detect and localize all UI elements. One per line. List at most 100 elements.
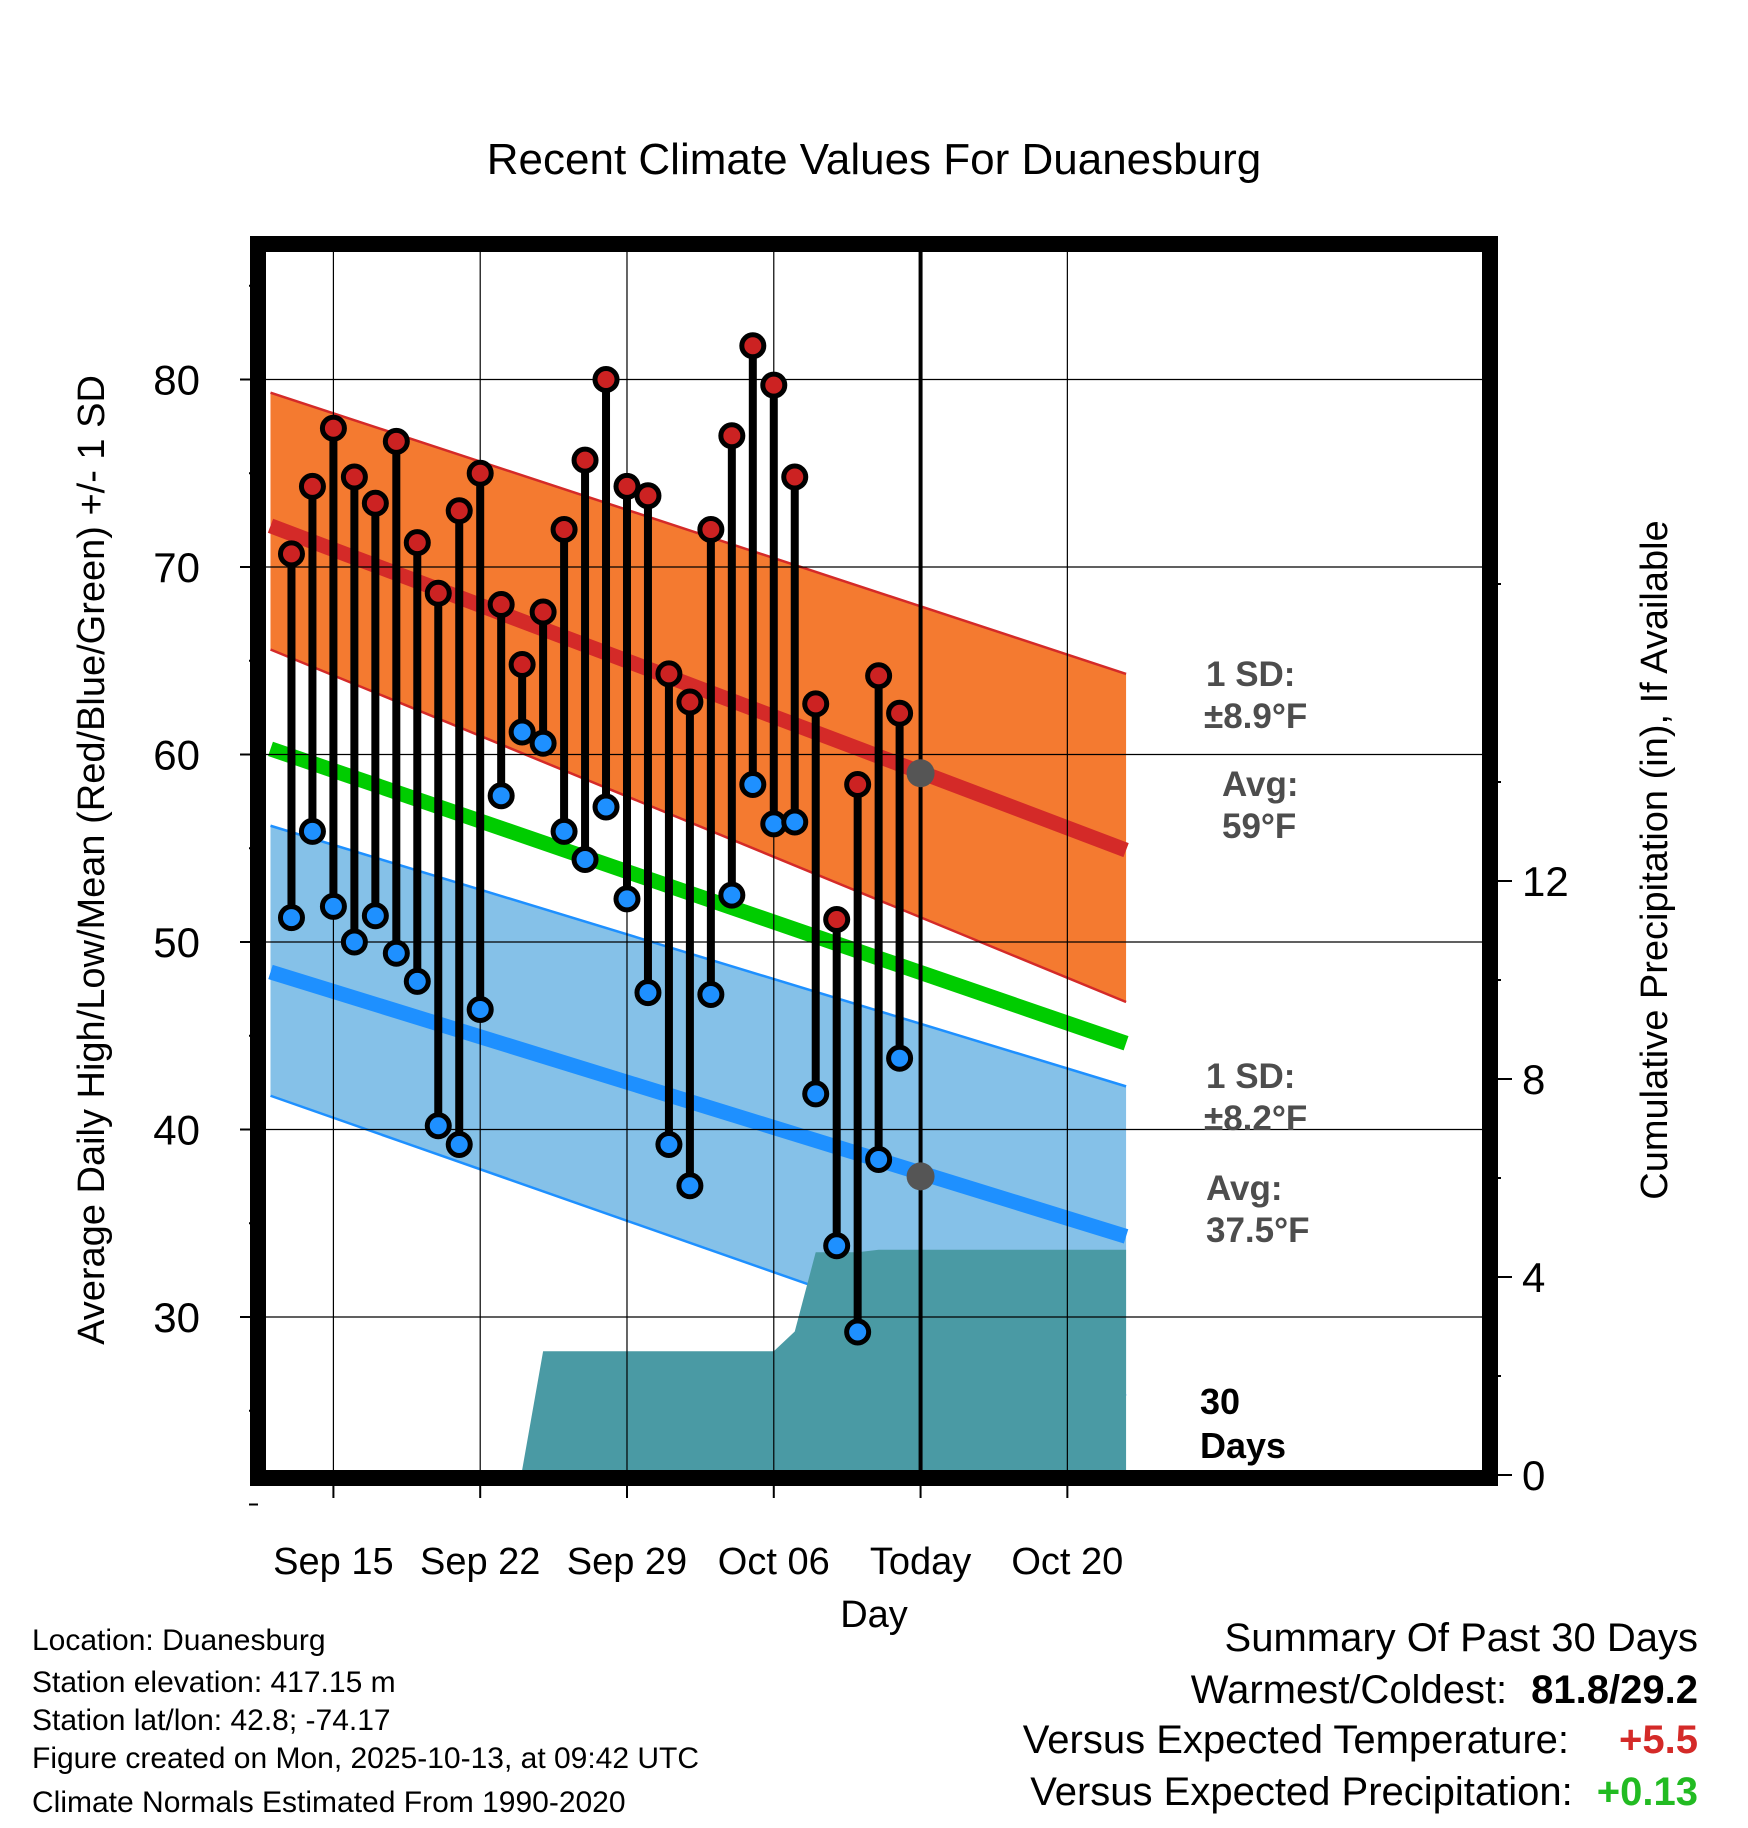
y2-tick-label: 0 [1522,1452,1545,1499]
daily-low-point [802,1080,830,1108]
low-avg-value: 37.5°F [1206,1211,1310,1250]
daily-low-point [424,1112,452,1140]
daily-high-point [592,366,620,393]
low-sd-label: 1 SD: [1206,1057,1295,1096]
y2-tick-label: 12 [1522,858,1569,905]
daily-high-point [550,516,578,543]
daily-high-point [634,482,662,510]
daily-high-point [382,427,410,455]
daily-low-point [571,846,599,873]
daily-low-point [298,817,326,845]
precip-area [511,1249,1127,1471]
daily-low-point [697,981,725,1008]
daily-low-point [550,817,578,845]
daily-low-point [277,904,305,932]
daily-high-point [613,472,641,500]
daily-high-point [445,497,473,525]
x-axis-label: Day [840,1594,908,1636]
daily-low-point [655,1131,683,1158]
summary-warm-cold: Warmest/Coldest: 81.8/29.2 [1191,1668,1698,1713]
daily-high-point [466,459,494,487]
chart-title: Recent Climate Values For Duanesburg [487,135,1261,184]
normals-text: Climate Normals Estimated From 1990-2020 [32,1786,626,1819]
x-tick-label: Today [870,1541,971,1583]
x-tick-label: Sep 15 [273,1541,393,1583]
daily-low-point [739,771,767,798]
daily-low-point [634,979,662,1007]
daily-low-point [676,1172,704,1200]
temperature-marks [277,332,914,1346]
daily-high-point [571,446,599,474]
today-avg-low-point [906,1162,935,1191]
y2-tick-label: 4 [1522,1254,1545,1301]
high-sd-band-lower-edge [270,648,1127,1004]
temp-label: Versus Expected Temperature: [1022,1718,1570,1762]
daily-high-point [781,463,809,491]
plot-frame [250,236,1498,1486]
daily-low-point [508,718,536,746]
daily-high-point [844,771,872,798]
days-count-word: Days [1200,1425,1286,1466]
daily-high-point [319,414,347,442]
daily-high-point [277,540,305,568]
low-avg-label: Avg: [1206,1169,1282,1208]
daily-low-point [529,729,557,757]
daily-high-point [298,472,326,500]
y-tick-label: 80 [153,357,200,404]
y2-tick-label: 8 [1522,1056,1545,1103]
summary-temp: Versus Expected Temperature: +5.5 [1023,1718,1698,1763]
daily-high-point [424,579,452,607]
daily-high-point [823,906,851,933]
temp-value: +5.5 [1619,1718,1698,1762]
precip-value: +0.13 [1596,1770,1698,1814]
today-avg-high-point [906,759,935,788]
precip-label: Versus Expected Precipitation: [1030,1770,1573,1814]
days-count-number: 30 [1200,1381,1240,1422]
x-tick-label: Oct 20 [1011,1541,1123,1583]
daily-high-point [802,690,830,718]
daily-high-point [361,489,389,517]
normal-mean-line [268,741,1129,1051]
y-tick-label: 40 [153,1107,200,1154]
daily-low-point [865,1146,893,1173]
summary-title: Summary Of Past 30 Days [1224,1616,1698,1660]
y2-axis-label: Cumulative Precipitation (in), If Availa… [1634,520,1676,1199]
y-tick-label: 60 [153,732,200,779]
daily-high-point [718,422,746,450]
daily-low-point [445,1131,473,1158]
created-text: Figure created on Mon, 2025-10-13, at 09… [32,1742,700,1775]
daily-low-point [613,885,641,913]
daily-low-point [718,881,746,909]
daily-high-point [508,651,536,678]
high-avg-value: 59°F [1222,807,1296,846]
daily-low-point [886,1044,914,1072]
today-marker [906,250,935,1471]
daily-low-point [781,808,809,836]
daily-low-point [340,928,368,956]
daily-high-point [403,529,431,557]
x-tick-label: Oct 06 [718,1541,830,1583]
normal-high-line [267,518,1129,858]
daily-low-point [403,967,431,995]
low-sd-value: ±8.2°F [1204,1099,1307,1138]
elevation-text: Station elevation: 417.15 m [32,1666,396,1699]
daily-low-point [823,1232,851,1260]
daily-high-point [760,371,788,399]
x-tick-label: Sep 22 [420,1541,540,1583]
high-sd-label: 1 SD: [1206,655,1295,694]
daily-high-point [676,688,704,716]
x-tick-label: Sep 29 [567,1541,687,1583]
location-text: Location: Duanesburg [32,1624,326,1657]
daily-low-point [592,793,620,821]
y-tick-label: 50 [153,919,200,966]
daily-low-point [844,1318,872,1346]
daily-low-point [487,782,515,810]
y-axis-label: Average Daily High/Low/Mean (Red/Blue/Gr… [71,375,113,1345]
summary-precip: Versus Expected Precipitation: +0.13 [1030,1770,1698,1815]
daily-low-point [319,892,347,920]
axes: 30 40 50 60 70 80 0 4 8 12 Sep 15 Sep 22 Sep 29 Oct 0… [153,284,1569,1583]
low-sd-band-upper-edge [270,824,1127,1088]
daily-high-point [529,598,557,626]
latlon-text: Station lat/lon: 42.8; -74.17 [32,1704,391,1737]
